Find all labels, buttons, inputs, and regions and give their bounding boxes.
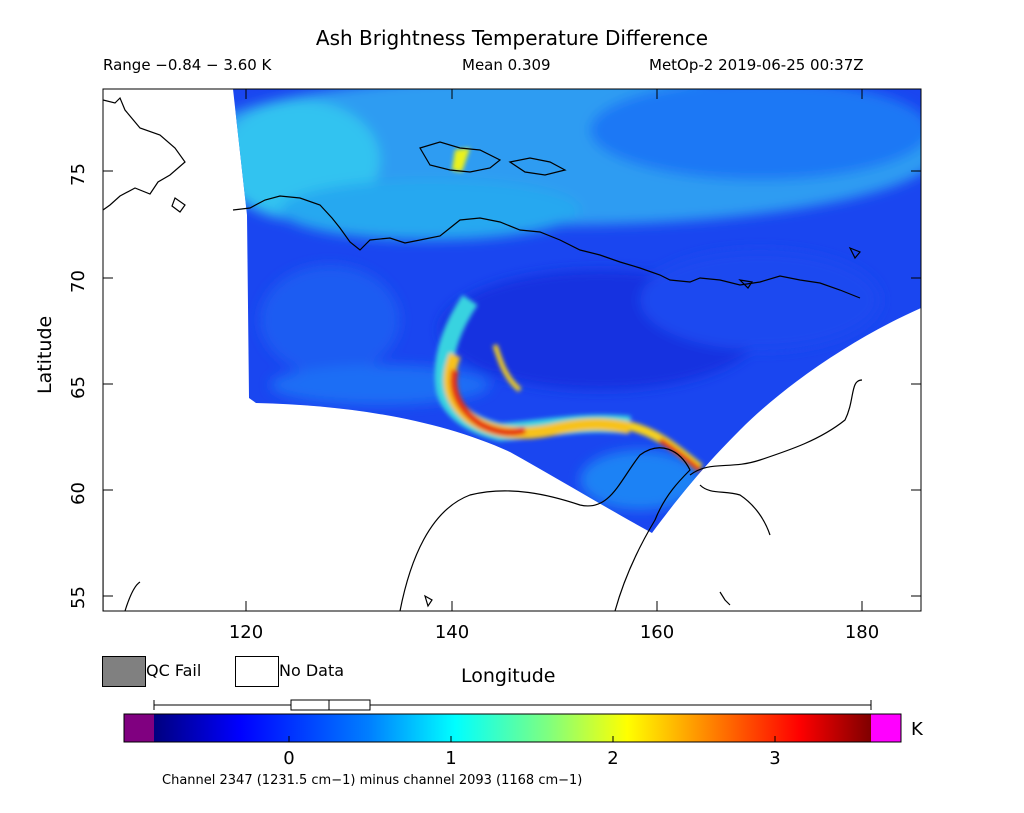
x-axis-label: Longitude bbox=[461, 665, 556, 687]
colorbar bbox=[123, 713, 902, 743]
range-text: Range −0.84 − 3.60 K bbox=[103, 56, 272, 74]
y-tick-label: 65 bbox=[68, 376, 89, 399]
qc-fail-label: QC Fail bbox=[146, 661, 202, 680]
colorbar-tick-label: 3 bbox=[769, 748, 781, 769]
ash-plume bbox=[434, 148, 703, 472]
distribution-boxplot bbox=[153, 699, 872, 711]
y-tick-label: 70 bbox=[68, 270, 89, 293]
colorbar-underflow bbox=[124, 714, 154, 742]
colorbar-tick-label: 2 bbox=[607, 748, 619, 769]
no-data-label: No Data bbox=[279, 661, 345, 680]
colorbar-tick-label: 0 bbox=[283, 748, 295, 769]
x-tick-label: 160 bbox=[639, 622, 675, 643]
coastlines bbox=[103, 96, 863, 611]
y-tick-label: 75 bbox=[68, 163, 89, 186]
x-tick-label: 180 bbox=[844, 622, 880, 643]
swath-data bbox=[233, 89, 921, 533]
x-tick-label: 120 bbox=[228, 622, 264, 643]
satellite-time-text: MetOp-2 2019-06-25 00:37Z bbox=[649, 56, 864, 74]
chart-title: Ash Brightness Temperature Difference bbox=[315, 26, 709, 50]
y-tick-label: 55 bbox=[68, 586, 89, 609]
colorbar-overflow bbox=[871, 714, 901, 742]
mean-text: Mean 0.309 bbox=[462, 56, 551, 74]
y-axis-label: Latitude bbox=[34, 315, 56, 394]
no-data-swatch bbox=[235, 656, 279, 687]
colorbar-unit: K bbox=[911, 719, 923, 740]
channel-caption: Channel 2347 (1231.5 cm−1) minus channel… bbox=[162, 773, 583, 788]
colorbar-tick-label: 1 bbox=[445, 748, 457, 769]
x-tick-label: 140 bbox=[434, 622, 470, 643]
plot-frame bbox=[102, 88, 922, 612]
colorbar-gradient bbox=[154, 714, 871, 742]
qc-fail-swatch bbox=[102, 656, 146, 687]
y-tick-label: 60 bbox=[68, 482, 89, 505]
